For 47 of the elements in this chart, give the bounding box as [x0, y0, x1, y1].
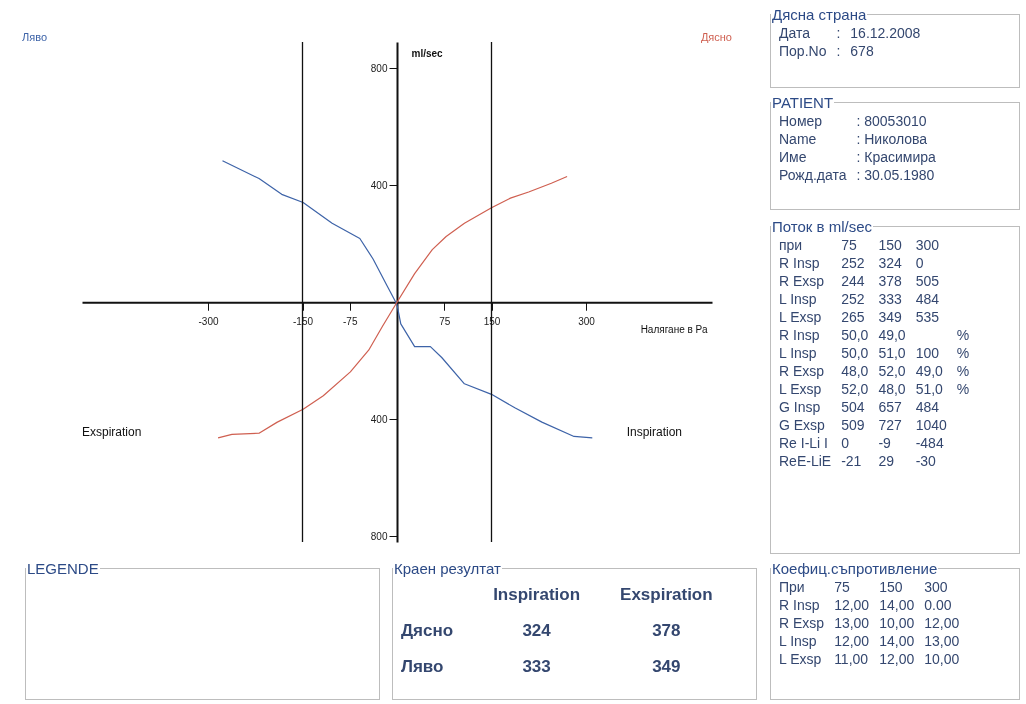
- x-tick-label: 300: [578, 315, 596, 327]
- text: R Exsp 48,0 52,0 49,0 %: [779, 363, 970, 379]
- annotation: Exspiration: [82, 425, 142, 439]
- text: Дясно 324 378: [401, 621, 681, 640]
- text: Номер : 80053010: [779, 113, 927, 129]
- text: ReE-LiE -21 29 -30: [779, 453, 936, 469]
- text: Ляво 333 349: [401, 657, 681, 676]
- x-tick-label: -300: [198, 315, 219, 327]
- text: Дясна страна: [771, 6, 868, 23]
- text: Name : Николова: [779, 131, 928, 147]
- y-tick-label: 800: [370, 62, 388, 74]
- y-tick-label: 800: [370, 530, 388, 542]
- text: Име : Красимира: [779, 149, 936, 165]
- text: Краен резултат: [393, 560, 502, 577]
- text: R Exsp 244 378 505: [779, 273, 939, 289]
- text: Поток в ml/sec: [771, 218, 874, 235]
- text: L Exsp 52,0 48,0 51,0 %: [779, 381, 970, 397]
- y-tick-label: 400: [370, 413, 388, 425]
- text: R Insp 252 324 0: [779, 255, 924, 271]
- text: Рожд.дата : 30.05.1980: [779, 167, 936, 183]
- text: G Insp 504 657 484: [779, 399, 939, 415]
- text: Коефиц.съпротивление: [771, 560, 939, 577]
- text: R Exsp 13,00 10,00 12,00: [779, 615, 960, 631]
- x-tick-label: 75: [439, 315, 451, 327]
- y-axis-title: ml/sec: [411, 47, 444, 59]
- text: L Exsp 11,00 12,00 10,00: [779, 651, 960, 667]
- text: G Exsp 509 727 1040: [779, 417, 947, 433]
- y-tick-label: 400: [370, 179, 388, 191]
- text: L Insp 252 333 484: [779, 291, 939, 307]
- text: Дата : 16.12.2008: [779, 25, 921, 41]
- text: При 75 150 300: [779, 579, 948, 595]
- text: при 75 150 300: [779, 237, 939, 253]
- text: Ляво: [22, 31, 48, 43]
- text: Inspiration Exspiration: [493, 585, 713, 604]
- text: LEGENDE: [26, 560, 100, 577]
- text: Дясно: [700, 31, 732, 43]
- x-axis-title: Налягане в Ра: [640, 323, 708, 335]
- text: PATIENT: [771, 94, 835, 111]
- text: Пор.No : 678: [779, 43, 875, 59]
- x-tick-label: -75: [343, 315, 358, 327]
- annotation: Inspiration: [626, 425, 682, 439]
- text: R Insp 12,00 14,00 0.00: [779, 597, 953, 613]
- text: Re I-Li I 0 -9 -484: [779, 435, 944, 451]
- text: L Exsp 265 349 535: [779, 309, 939, 325]
- text: L Insp 50,0 51,0 100 %: [779, 345, 970, 361]
- text: L Insp 12,00 14,00 13,00: [779, 633, 960, 649]
- text: R Insp 50,0 49,0 %: [779, 327, 970, 343]
